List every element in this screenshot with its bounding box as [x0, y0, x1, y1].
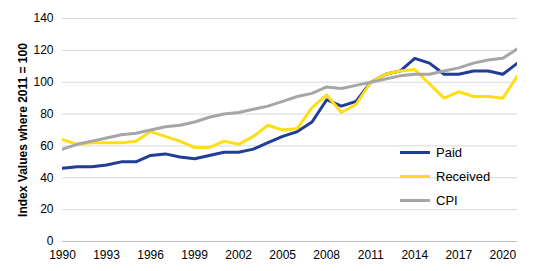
- svg-text:2002: 2002: [225, 248, 252, 262]
- svg-text:2017: 2017: [445, 248, 472, 262]
- svg-text:20: 20: [40, 202, 54, 216]
- svg-text:1999: 1999: [181, 248, 208, 262]
- svg-text:1996: 1996: [137, 248, 164, 262]
- html-text:Paid: Paid: [436, 144, 462, 160]
- svg-text:80: 80: [40, 107, 54, 121]
- svg-text:2014: 2014: [401, 248, 428, 262]
- svg-text:2011: 2011: [358, 248, 384, 262]
- svg-text:2005: 2005: [269, 248, 296, 262]
- svg-text:140: 140: [33, 11, 53, 25]
- html-text:CPI: CPI: [436, 192, 458, 208]
- svg-text:1990: 1990: [49, 248, 76, 262]
- svg-text:2008: 2008: [313, 248, 340, 262]
- svg-text:1993: 1993: [93, 248, 120, 262]
- svg-text:100: 100: [33, 75, 53, 89]
- svg-text:60: 60: [40, 139, 54, 153]
- html-text:Received: Received: [436, 168, 491, 184]
- svg-text:2020: 2020: [489, 248, 516, 262]
- svg-text:Index Values where 2011 = 100: Index Values where 2011 = 100: [16, 43, 30, 217]
- svg-text:0: 0: [47, 234, 54, 248]
- svg-text:120: 120: [33, 43, 53, 57]
- svg-text:40: 40: [40, 171, 54, 185]
